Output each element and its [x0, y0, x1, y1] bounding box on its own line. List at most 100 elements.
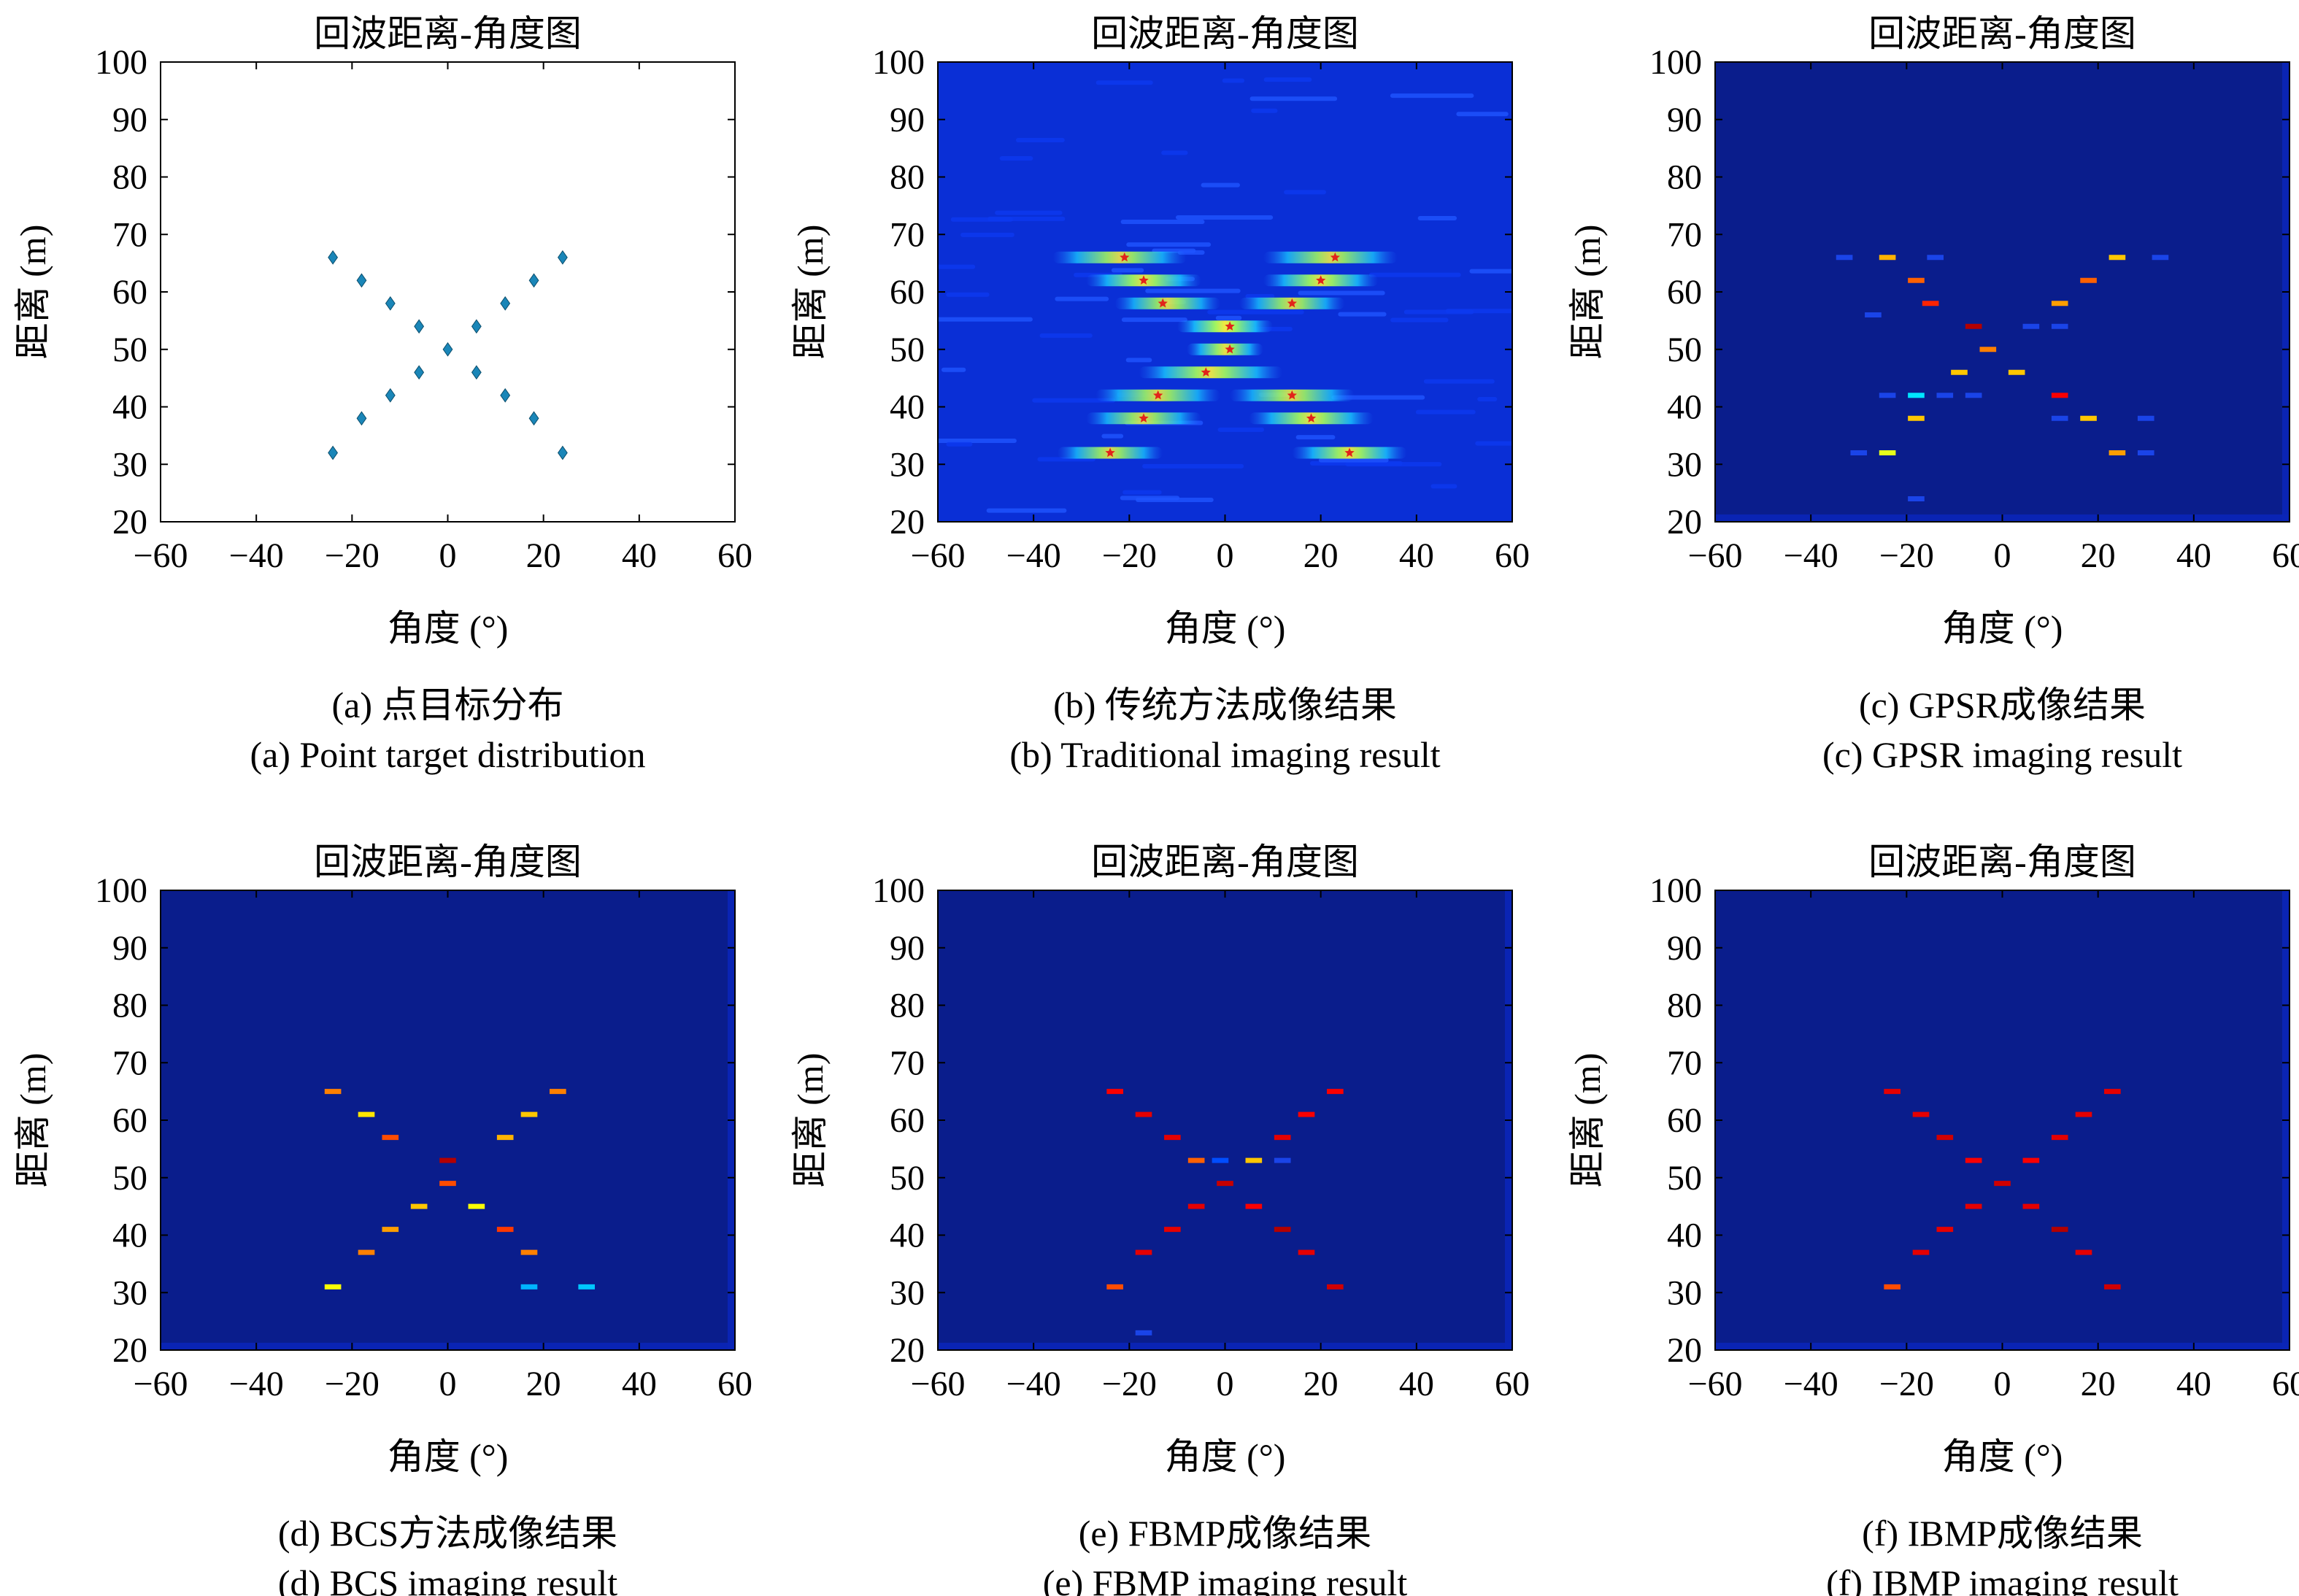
- reconstructed-cell: [1965, 1157, 1982, 1163]
- noise-streak: [1469, 269, 1512, 274]
- true-target-star: [1139, 413, 1149, 423]
- noise-streak: [1295, 435, 1336, 440]
- faint-cell: [1865, 312, 1882, 317]
- x-tick-label: −60: [133, 536, 188, 575]
- noise-streak: [1175, 215, 1274, 220]
- reconstructed-cell: [520, 1111, 538, 1117]
- reconstructed-cell: [2080, 415, 2097, 421]
- subplot-e: −60 −40 −20 0 20 40 60 20 30 40 50 60 70 80 90 100 回波距离-…: [790, 841, 1530, 1596]
- reconstructed-cell: [468, 1203, 485, 1209]
- reconstructed-cell: [1187, 1157, 1205, 1163]
- reconstructed-cell: [1298, 1111, 1315, 1117]
- x-tick-label: 40: [622, 536, 657, 575]
- x-tick-label: −40: [229, 536, 284, 575]
- noise-streak: [1456, 112, 1509, 117]
- y-tick-label: 60: [1667, 273, 1702, 312]
- reconstructed-cell: [2022, 1157, 2040, 1163]
- reconstructed-cell: [1212, 1157, 1229, 1163]
- reconstructed-cell: [1994, 1181, 2011, 1187]
- faint-cell: [2051, 323, 2068, 329]
- noise-streak: [1415, 409, 1476, 415]
- chart-title: 回波距离-角度图: [1868, 13, 2136, 54]
- noise-streak: [1222, 78, 1245, 83]
- y-axis-label: 距离 (m): [790, 1053, 831, 1188]
- reconstructed-cell: [2075, 1249, 2092, 1255]
- x-tick-label: 60: [2272, 536, 2299, 575]
- target-point-marker: [442, 342, 453, 357]
- reconstructed-cell: [1936, 1135, 1954, 1141]
- x-tick-label: 60: [1495, 536, 1530, 575]
- true-target-star: [1316, 275, 1326, 285]
- y-tick-label: 90: [112, 929, 147, 968]
- reconstructed-cell: [1135, 1111, 1152, 1117]
- x-tick-label: −40: [229, 1365, 284, 1403]
- noise-streak: [1390, 93, 1474, 99]
- x-tick-label: 0: [439, 536, 457, 575]
- response-streak: [1139, 366, 1283, 379]
- reconstructed-cell: [496, 1135, 514, 1141]
- reconstructed-cell: [1951, 369, 1968, 375]
- subplot-a: −60 −40 −20 0 20 40 60 20 30 40 50 60 70 80 90 100 回波距离-…: [12, 13, 752, 775]
- y-tick-label: 40: [1667, 388, 1702, 427]
- y-tick-label: 70: [112, 1044, 147, 1082]
- x-tick-label: −40: [1784, 536, 1838, 575]
- caption-english: (d) BCS imaging result: [278, 1562, 617, 1596]
- x-tick-label: −20: [325, 1365, 380, 1403]
- noise-streak: [946, 292, 990, 297]
- x-tick-label: 0: [1217, 1365, 1234, 1403]
- reconstructed-cell: [520, 1249, 538, 1255]
- x-axis-label: 角度 (°): [1165, 1436, 1286, 1477]
- target-point-marker: [328, 250, 339, 265]
- noise-streak: [1284, 190, 1326, 195]
- plot-area: [1715, 890, 2290, 1350]
- noise-streak: [1390, 317, 1449, 323]
- target-point-marker: [328, 445, 339, 460]
- y-tick-label: 100: [872, 43, 925, 82]
- target-point-marker: [528, 411, 539, 426]
- y-tick-label: 40: [1667, 1217, 1702, 1255]
- true-target-star: [1344, 447, 1355, 458]
- noise-streak: [1125, 358, 1152, 363]
- reconstructed-cell: [439, 1157, 456, 1163]
- reconstructed-cell: [496, 1227, 514, 1233]
- reconstructed-cell: [1912, 1111, 1930, 1117]
- x-tick-label: 20: [526, 1365, 561, 1403]
- x-tick-label: 20: [2081, 1365, 2116, 1403]
- noise-streak: [1015, 137, 1065, 142]
- y-tick-label: 30: [1667, 445, 1702, 484]
- reconstructed-cell: [1908, 277, 1925, 283]
- reconstructed-cell: [1164, 1227, 1181, 1233]
- caption-chinese: (e) FBMP成像结果: [1079, 1513, 1371, 1554]
- caption-chinese: (d) BCS方法成像结果: [278, 1513, 617, 1554]
- chart-title: 回波距离-角度图: [314, 841, 582, 882]
- target-point-marker: [557, 250, 568, 265]
- reconstructed-cell: [358, 1249, 375, 1255]
- y-tick-label: 50: [112, 1159, 147, 1198]
- faint-cell: [2152, 255, 2169, 261]
- caption-chinese: (a) 点目标分布: [332, 685, 564, 725]
- noise-streak: [1055, 296, 1109, 301]
- y-tick-label: 20: [890, 1331, 925, 1370]
- plot-area: [938, 890, 1512, 1350]
- x-tick-label: 0: [1994, 1365, 2011, 1403]
- faint-cell: [2137, 415, 2154, 421]
- reconstructed-cell: [1135, 1249, 1152, 1255]
- y-tick-label: 50: [1667, 1159, 1702, 1198]
- reconstructed-cell: [324, 1089, 342, 1095]
- y-tick-label: 70: [112, 215, 147, 254]
- true-target-star: [1287, 390, 1297, 400]
- reconstructed-cell: [2051, 301, 2068, 307]
- target-point-marker: [385, 296, 396, 311]
- noise-streak: [1161, 150, 1188, 155]
- noise-streak: [1142, 463, 1244, 469]
- x-axis-label: 角度 (°): [1942, 608, 2063, 649]
- response-streak: [1187, 343, 1263, 355]
- reconstructed-cell: [1245, 1203, 1263, 1209]
- true-target-star: [1139, 275, 1149, 285]
- x-tick-label: −20: [1102, 1365, 1157, 1403]
- y-tick-label: 30: [1667, 1273, 1702, 1312]
- y-tick-label: 90: [890, 929, 925, 968]
- faint-cell: [2022, 323, 2040, 329]
- true-target-star: [1225, 321, 1235, 331]
